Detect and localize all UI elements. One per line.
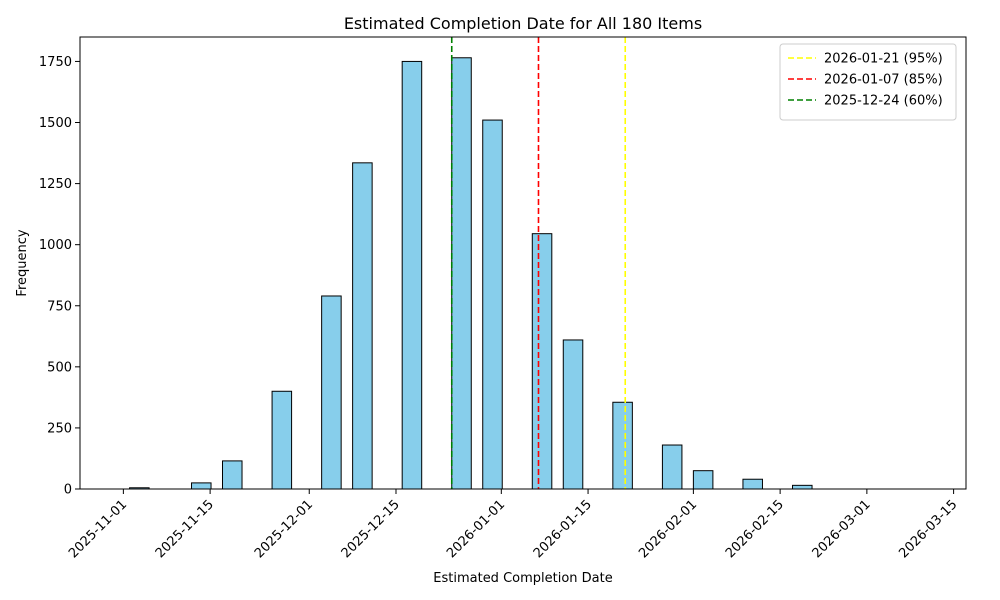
- histogram-bar: [321, 295, 342, 490]
- legend-entry: 2026-01-07 (85%): [824, 73, 943, 88]
- y-tick-label: 1250: [39, 177, 72, 192]
- y-axis-ticks: 0 250 500 750 1000 1250 1500 1750: [39, 55, 80, 498]
- legend-box: [779, 43, 957, 121]
- histogram-bar: [222, 460, 243, 490]
- x-tick-label: 2025-11-15: [153, 497, 217, 561]
- bars-layer: [129, 57, 813, 490]
- histogram-bar: [742, 478, 763, 490]
- histogram-bar: [792, 484, 813, 490]
- y-tick-label: 1750: [39, 55, 72, 70]
- histogram-bar: [451, 57, 472, 490]
- histogram-bar: [401, 60, 423, 490]
- y-tick-label: 1500: [39, 116, 72, 131]
- legend-entry: 2025-12-24 (60%): [824, 94, 943, 109]
- x-tick-label: 2026-03-01: [810, 497, 874, 561]
- y-tick-label: 1000: [39, 238, 72, 253]
- x-tick-label: 2026-03-15: [896, 497, 960, 561]
- histogram-bar: [482, 119, 503, 490]
- x-tick-label: 2026-02-01: [636, 497, 700, 561]
- histogram-bar: [692, 470, 714, 490]
- x-tick-label: 2025-12-01: [252, 497, 316, 561]
- y-tick-label: 500: [47, 360, 72, 375]
- histogram-bar: [271, 390, 293, 490]
- histogram-bar: [661, 444, 683, 490]
- histogram-bar: [612, 401, 633, 490]
- histogram-bar: [191, 482, 212, 490]
- x-tick-label: 2026-01-15: [531, 497, 595, 561]
- y-tick-label: 250: [47, 421, 72, 436]
- x-tick-label: 2026-01-01: [444, 497, 508, 561]
- y-tick-label: 750: [47, 299, 72, 314]
- plot-frame: [79, 36, 967, 490]
- histogram-bar: [352, 162, 373, 490]
- legend: 2026-01-21 (95%) 2026-01-07 (85%) 2025-12-…: [779, 43, 957, 121]
- x-tick-label: 2025-12-15: [339, 497, 403, 561]
- histogram-bar: [531, 233, 553, 490]
- x-axis-ticks: 2025-11-01 2025-11-15 2025-12-01 2025-12-15…: [66, 489, 960, 561]
- x-axis-label: Estimated Completion Date: [433, 571, 612, 586]
- x-tick-label: 2026-02-15: [723, 497, 787, 561]
- chart-title: Estimated Completion Date for All 180 It…: [344, 14, 702, 33]
- y-axis-label: Frequency: [15, 229, 30, 296]
- x-tick-label: 2025-11-01: [66, 497, 130, 561]
- histogram-bar: [562, 339, 584, 490]
- y-tick-label: 0: [64, 483, 72, 498]
- reference-lines-layer: [450, 37, 627, 489]
- legend-entry: 2026-01-21 (95%): [824, 52, 943, 67]
